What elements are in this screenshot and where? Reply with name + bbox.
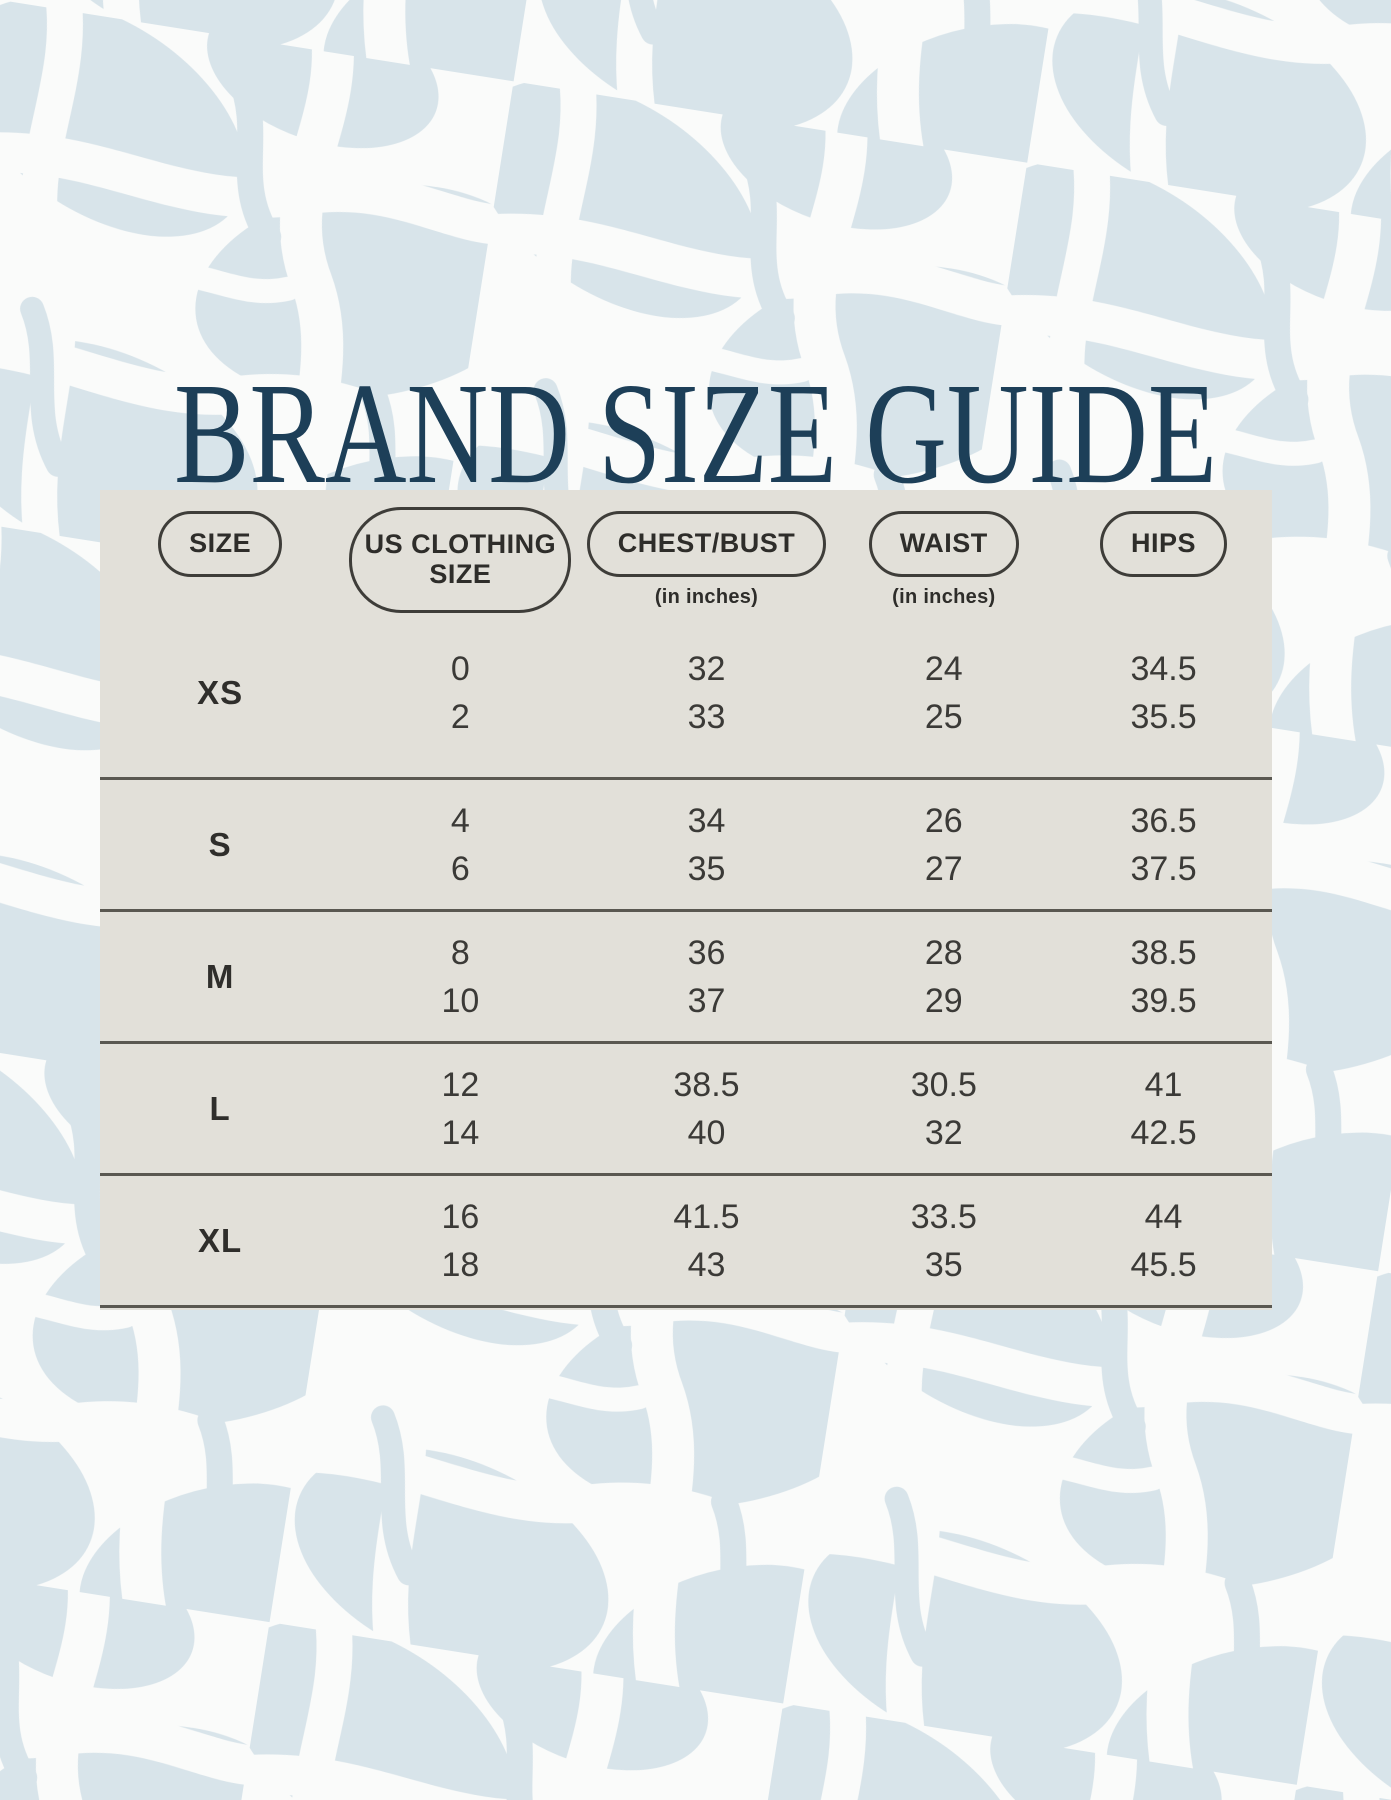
waist-header-label: WAIST — [899, 528, 988, 559]
chest-bust-header-pill: CHEST/BUST — [586, 511, 827, 577]
hips-value: 36.5 — [1130, 801, 1197, 840]
hips-header-pill: HIPS — [1100, 511, 1228, 577]
hips-cell: 36.5 37.5 — [1055, 780, 1272, 909]
hips-value: 39.5 — [1130, 981, 1197, 1020]
waist-cell: 33.5 35 — [832, 1176, 1055, 1305]
waist-value: 24 — [924, 649, 963, 688]
column-header-size: SIZE — [100, 490, 340, 613]
table-row-xl: XL 16 18 41.5 43 33.5 35 44 45.5 — [100, 1176, 1272, 1308]
column-header-hips: HIPS — [1055, 490, 1272, 613]
chest-cell: 38.5 40 — [581, 1044, 833, 1173]
chest-value: 33 — [687, 697, 726, 736]
size-cell: XL — [100, 1176, 340, 1305]
waist-header-pill: WAIST — [868, 511, 1019, 577]
size-cell: M — [100, 912, 340, 1041]
waist-value: 26 — [924, 801, 963, 840]
table-row-s: S 4 6 34 35 26 27 36.5 37.5 — [100, 780, 1272, 912]
waist-value: 27 — [924, 849, 963, 888]
us-size-value: 8 — [450, 933, 470, 972]
chest-cell: 32 33 — [581, 608, 833, 777]
chest-bust-header-label: CHEST/BUST — [617, 528, 796, 559]
us-size-value: 12 — [441, 1065, 480, 1104]
waist-value: 28 — [924, 933, 963, 972]
size-value: XS — [197, 673, 244, 711]
size-cell: L — [100, 1044, 340, 1173]
table-header-row: SIZE US CLOTHING SIZE CHEST/BUST (in inc… — [100, 490, 1272, 613]
us-clothing-size-header-pill: US CLOTHING SIZE — [349, 507, 572, 613]
size-value: L — [209, 1089, 231, 1127]
table-row-xs: XS 0 2 32 33 24 25 34.5 35.5 — [100, 608, 1272, 780]
table-row-m: M 8 10 36 37 28 29 38.5 39.5 — [100, 912, 1272, 1044]
hips-value: 37.5 — [1130, 849, 1197, 888]
chest-value: 32 — [687, 649, 726, 688]
chest-value: 38.5 — [673, 1065, 740, 1104]
size-chart-panel: SIZE US CLOTHING SIZE CHEST/BUST (in inc… — [100, 490, 1272, 1310]
chest-bust-units-label: (in inches) — [654, 586, 759, 608]
chest-value: 41.5 — [673, 1197, 740, 1236]
hips-value: 34.5 — [1130, 649, 1197, 688]
chest-value: 34 — [687, 801, 726, 840]
size-cell: S — [100, 780, 340, 909]
waist-units-label: (in inches) — [892, 586, 996, 608]
chest-cell: 34 35 — [581, 780, 833, 909]
us-size-value: 16 — [441, 1197, 480, 1236]
us-size-value: 2 — [450, 697, 470, 736]
waist-value: 30.5 — [910, 1065, 977, 1104]
hips-cell: 38.5 39.5 — [1055, 912, 1272, 1041]
hips-value: 38.5 — [1130, 933, 1197, 972]
chest-value: 35 — [687, 849, 726, 888]
us-size-cell: 4 6 — [340, 780, 580, 909]
table-row-l: L 12 14 38.5 40 30.5 32 41 42.5 — [100, 1044, 1272, 1176]
hips-value: 35.5 — [1130, 697, 1197, 736]
page-title: BRAND SIZE GUIDE — [174, 354, 1217, 514]
waist-value: 35 — [924, 1245, 963, 1284]
hips-header-label: HIPS — [1131, 528, 1197, 559]
chest-value: 40 — [687, 1113, 726, 1152]
hips-cell: 34.5 35.5 — [1055, 608, 1272, 777]
waist-value: 33.5 — [910, 1197, 977, 1236]
size-value: M — [205, 957, 235, 995]
waist-value: 25 — [924, 697, 963, 736]
hips-value: 44 — [1144, 1197, 1183, 1236]
hips-value: 45.5 — [1130, 1245, 1197, 1284]
hips-cell: 41 42.5 — [1055, 1044, 1272, 1173]
us-size-value: 14 — [441, 1113, 480, 1152]
size-value: XL — [198, 1221, 243, 1259]
us-size-cell: 12 14 — [340, 1044, 580, 1173]
us-size-value: 6 — [450, 849, 470, 888]
chest-value: 43 — [687, 1245, 726, 1284]
waist-value: 29 — [924, 981, 963, 1020]
chest-value: 36 — [687, 933, 726, 972]
waist-cell: 24 25 — [832, 608, 1055, 777]
size-header-pill: SIZE — [158, 511, 283, 577]
us-clothing-size-header-label: US CLOTHING SIZE — [364, 529, 557, 589]
column-header-chest-bust: CHEST/BUST (in inches) — [581, 490, 833, 613]
us-size-value: 4 — [450, 801, 470, 840]
waist-cell: 28 29 — [832, 912, 1055, 1041]
us-size-value: 0 — [450, 649, 470, 688]
hips-value: 42.5 — [1130, 1113, 1197, 1152]
waist-cell: 30.5 32 — [832, 1044, 1055, 1173]
waist-cell: 26 27 — [832, 780, 1055, 909]
column-header-waist: WAIST (in inches) — [832, 490, 1055, 613]
us-size-cell: 0 2 — [340, 608, 580, 777]
chest-cell: 41.5 43 — [581, 1176, 833, 1305]
chest-value: 37 — [687, 981, 726, 1020]
us-size-value: 10 — [441, 981, 480, 1020]
chest-cell: 36 37 — [581, 912, 833, 1041]
hips-value: 41 — [1144, 1065, 1183, 1104]
size-header-label: SIZE — [189, 528, 252, 559]
us-size-cell: 8 10 — [340, 912, 580, 1041]
hips-cell: 44 45.5 — [1055, 1176, 1272, 1305]
us-size-value: 18 — [441, 1245, 480, 1284]
waist-value: 32 — [924, 1113, 963, 1152]
size-cell: XS — [100, 608, 340, 777]
us-size-cell: 16 18 — [340, 1176, 580, 1305]
size-value: S — [208, 825, 232, 863]
column-header-us-clothing-size: US CLOTHING SIZE — [340, 490, 580, 613]
